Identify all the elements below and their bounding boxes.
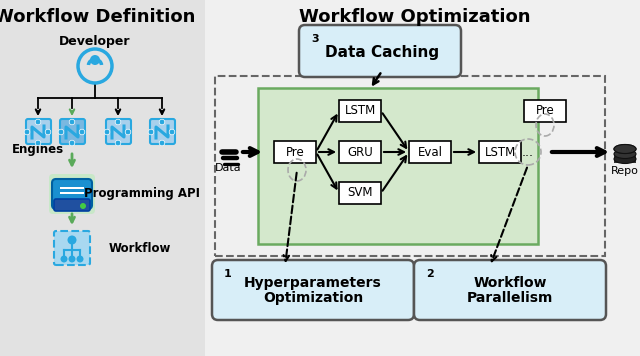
Bar xyxy=(60,187,84,189)
Text: Developer: Developer xyxy=(60,36,131,48)
FancyBboxPatch shape xyxy=(52,179,92,209)
Circle shape xyxy=(159,140,165,146)
Ellipse shape xyxy=(614,155,636,163)
Circle shape xyxy=(115,119,121,125)
Text: ...: ... xyxy=(522,146,534,158)
Circle shape xyxy=(115,140,121,146)
Text: Pre: Pre xyxy=(536,105,554,117)
Text: LSTM: LSTM xyxy=(484,146,516,158)
Text: Eval: Eval xyxy=(417,146,442,158)
Circle shape xyxy=(104,129,110,135)
Bar xyxy=(274,141,316,163)
Circle shape xyxy=(148,129,154,135)
FancyBboxPatch shape xyxy=(150,119,175,144)
Circle shape xyxy=(45,129,51,135)
Text: 1: 1 xyxy=(224,269,232,279)
Bar xyxy=(339,141,381,163)
Circle shape xyxy=(125,129,131,135)
Text: Workflow Optimization: Workflow Optimization xyxy=(300,8,531,26)
Ellipse shape xyxy=(614,145,636,153)
Text: Programming API: Programming API xyxy=(84,188,200,200)
Circle shape xyxy=(24,129,30,135)
Bar xyxy=(258,88,538,244)
Circle shape xyxy=(69,140,75,146)
Bar xyxy=(339,182,381,204)
FancyBboxPatch shape xyxy=(60,119,85,144)
Circle shape xyxy=(169,129,175,135)
FancyBboxPatch shape xyxy=(414,260,606,320)
Text: Data: Data xyxy=(214,163,241,173)
Bar xyxy=(205,0,640,356)
Text: Parallelism: Parallelism xyxy=(467,291,553,305)
Circle shape xyxy=(80,203,86,209)
Text: 2: 2 xyxy=(426,269,434,279)
FancyBboxPatch shape xyxy=(49,174,95,214)
Circle shape xyxy=(90,55,100,65)
Circle shape xyxy=(79,129,85,135)
Text: Optimization: Optimization xyxy=(263,291,363,305)
Circle shape xyxy=(77,256,83,262)
Circle shape xyxy=(67,236,77,245)
Circle shape xyxy=(35,119,41,125)
Bar xyxy=(215,76,605,256)
Bar xyxy=(0,0,205,356)
Bar xyxy=(60,192,84,194)
Text: Pre: Pre xyxy=(285,146,305,158)
Bar xyxy=(409,141,451,163)
Text: Repo: Repo xyxy=(611,166,639,176)
Ellipse shape xyxy=(614,150,636,158)
Text: 3: 3 xyxy=(311,34,319,44)
Text: SVM: SVM xyxy=(348,187,372,199)
FancyBboxPatch shape xyxy=(106,119,131,144)
Text: Workflow Definition: Workflow Definition xyxy=(0,8,196,26)
FancyBboxPatch shape xyxy=(212,260,414,320)
FancyBboxPatch shape xyxy=(299,25,461,77)
Ellipse shape xyxy=(614,145,636,153)
Bar xyxy=(614,153,636,163)
Bar xyxy=(524,100,566,122)
FancyBboxPatch shape xyxy=(26,119,51,144)
Circle shape xyxy=(159,119,165,125)
Circle shape xyxy=(69,119,75,125)
Text: Workflow: Workflow xyxy=(473,276,547,290)
Text: Hyperparameters: Hyperparameters xyxy=(244,276,382,290)
FancyBboxPatch shape xyxy=(54,231,90,265)
Text: Engines: Engines xyxy=(12,143,64,157)
Bar xyxy=(479,141,521,163)
Circle shape xyxy=(68,256,76,262)
Circle shape xyxy=(61,256,67,262)
Circle shape xyxy=(35,140,41,146)
Bar xyxy=(339,100,381,122)
Text: GRU: GRU xyxy=(347,146,373,158)
Text: LSTM: LSTM xyxy=(344,105,376,117)
FancyBboxPatch shape xyxy=(54,199,90,211)
Text: Data Caching: Data Caching xyxy=(325,46,439,61)
Circle shape xyxy=(58,129,64,135)
Text: Workflow: Workflow xyxy=(109,241,171,255)
